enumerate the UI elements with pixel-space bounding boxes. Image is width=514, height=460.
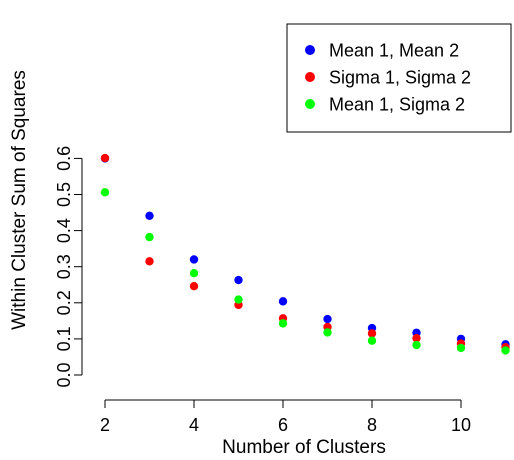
data-point-series-3 [278, 319, 288, 328]
data-point-series-1 [278, 297, 288, 306]
data-point-series-3 [189, 268, 199, 278]
data-point-series-3 [234, 295, 243, 304]
data-point-series-2 [367, 329, 377, 338]
data-point-series-3 [501, 346, 510, 355]
data-point-series-3 [367, 336, 377, 345]
data-point-series-2 [412, 333, 421, 343]
legend-box [286, 23, 512, 133]
axes: 2 4 6 8 10 0.0 0.1 0.2 0.3 0.4 0.5 0.6 [54, 146, 471, 435]
data-point-series-3 [100, 188, 110, 197]
data-point-series-3 [456, 343, 466, 353]
x-tick-label: 10 [451, 415, 471, 435]
legend-marker [305, 99, 315, 109]
x-tick-label: 2 [100, 415, 110, 435]
data-point-series-3 [323, 328, 332, 337]
y-tick-label: 0.3 [54, 254, 74, 279]
y-tick-label: 0.1 [54, 326, 74, 351]
legend-label: Sigma 1, Sigma 2 [329, 68, 471, 88]
data-point-series-1 [189, 255, 199, 264]
legend: Mean 1, Mean 2 Sigma 1, Sigma 2 Mean 1, Si… [286, 23, 512, 133]
data-point-series-1 [234, 275, 243, 285]
data-point-series-1 [145, 211, 154, 220]
x-tick-label: 8 [367, 415, 377, 435]
data-point-series-3 [412, 340, 421, 350]
x-tick-label: 4 [189, 415, 199, 435]
data-points [100, 153, 510, 355]
data-point-series-2 [145, 257, 154, 266]
data-point-series-1 [323, 314, 332, 324]
legend-label: Mean 1, Mean 2 [329, 41, 459, 61]
y-tick-label: 0.6 [54, 146, 74, 171]
data-point-series-2 [100, 153, 110, 163]
y-axis-title: Within Cluster Sum of Squares [9, 70, 30, 330]
legend-marker [305, 45, 315, 55]
y-tick-label: 0.5 [54, 182, 74, 207]
x-axis-title: Number of Clusters [222, 437, 386, 458]
y-tick-label: 0.2 [54, 290, 74, 315]
data-point-series-3 [145, 232, 154, 242]
legend-label: Mean 1, Sigma 2 [329, 95, 465, 115]
legend-marker [305, 72, 315, 82]
y-tick-label: 0.0 [54, 362, 74, 387]
y-tick-label: 0.4 [54, 218, 74, 243]
x-tick-label: 6 [278, 415, 288, 435]
data-point-series-2 [189, 281, 199, 291]
